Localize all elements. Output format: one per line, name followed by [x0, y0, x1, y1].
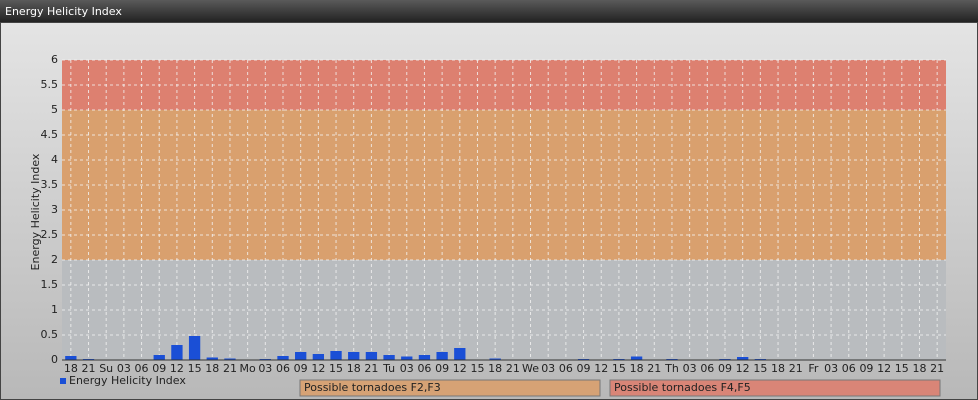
x-tick-label: 03: [824, 362, 838, 375]
band-legend-label: Possible tornadoes F2,F3: [304, 381, 441, 394]
x-tick-label: 12: [594, 362, 608, 375]
y-tick-label: 5.5: [41, 78, 59, 91]
x-tick-label: 21: [647, 362, 661, 375]
bar: [65, 356, 77, 360]
bar: [330, 351, 342, 360]
bar: [365, 352, 378, 360]
y-tick-label: 1.5: [41, 278, 59, 291]
x-tick-label: 21: [506, 362, 520, 375]
y-tick-label: 1: [51, 303, 58, 316]
x-tick-label: 18: [488, 362, 502, 375]
x-tick-label: 06: [135, 362, 149, 375]
y-tick-label: 4.5: [41, 128, 59, 141]
y-tick-label: 2: [51, 253, 58, 266]
x-tick-label: 12: [736, 362, 750, 375]
y-tick-label: 3: [51, 203, 58, 216]
x-tick-label: 15: [470, 362, 484, 375]
y-tick-label: 2.5: [41, 228, 59, 241]
x-tick-label: 09: [152, 362, 166, 375]
bar: [383, 355, 395, 360]
x-tick-label: 18: [347, 362, 361, 375]
bar: [224, 358, 236, 360]
x-tick-label: 18: [912, 362, 926, 375]
x-tick-label: 09: [577, 362, 591, 375]
plot-band: [62, 110, 946, 260]
x-tick-label: 12: [170, 362, 184, 375]
y-tick-label: 0: [51, 353, 58, 366]
bar: [295, 352, 307, 360]
x-tick-label: 15: [895, 362, 909, 375]
x-tick-label: 03: [117, 362, 131, 375]
x-tick-label: 12: [877, 362, 891, 375]
y-axis-label: Energy Helicity Index: [29, 153, 42, 270]
bar: [454, 348, 466, 360]
band-legend-label: Possible tornadoes F4,F5: [614, 381, 751, 394]
x-tick-label: Tu: [382, 362, 395, 375]
bar: [737, 357, 749, 360]
bar: [630, 356, 643, 360]
y-tick-label: 6: [51, 53, 58, 66]
x-tick-label: Th: [664, 362, 679, 375]
band-legend: [299, 379, 601, 397]
x-tick-label: 21: [364, 362, 378, 375]
y-tick-label: 4: [51, 153, 58, 166]
bar: [188, 336, 201, 360]
x-tick-label: 03: [541, 362, 555, 375]
bar: [171, 345, 183, 360]
bar: [348, 352, 360, 360]
y-tick-label: 5: [51, 103, 58, 116]
x-tick-label: 06: [700, 362, 714, 375]
x-tick-label: Su: [99, 362, 113, 375]
x-tick-label: 18: [64, 362, 78, 375]
bar: [312, 354, 325, 360]
x-tick-label: 06: [559, 362, 573, 375]
x-tick-label: 06: [842, 362, 856, 375]
x-tick-label: Fr: [808, 362, 819, 375]
x-tick-label: 15: [612, 362, 626, 375]
x-tick-label: 18: [771, 362, 785, 375]
legend-label: Energy Helicity Index: [69, 374, 186, 387]
legend-swatch: [60, 378, 66, 384]
x-tick-label: 15: [753, 362, 767, 375]
bar: [153, 355, 165, 360]
x-tick-label: 06: [276, 362, 290, 375]
bar: [418, 355, 431, 360]
x-tick-label: 03: [258, 362, 272, 375]
x-tick-label: 21: [82, 362, 96, 375]
x-tick-label: 12: [311, 362, 325, 375]
x-tick-label: 09: [435, 362, 449, 375]
x-tick-label: Mo: [240, 362, 256, 375]
x-tick-label: 03: [683, 362, 697, 375]
x-tick-label: 18: [630, 362, 644, 375]
plot-band: [62, 260, 946, 360]
x-tick-label: 15: [188, 362, 202, 375]
bar: [277, 356, 289, 360]
y-tick-label: 3.5: [41, 178, 59, 191]
x-tick-label: 09: [718, 362, 732, 375]
x-tick-label: 21: [223, 362, 237, 375]
x-tick-label: We: [522, 362, 539, 375]
x-tick-label: 06: [417, 362, 431, 375]
band-legend: [609, 379, 941, 397]
plot-band: [62, 60, 946, 110]
x-tick-label: 21: [789, 362, 803, 375]
x-tick-label: 09: [294, 362, 308, 375]
bar: [206, 357, 218, 360]
x-tick-label: 09: [859, 362, 873, 375]
bar: [436, 352, 448, 360]
x-tick-label: 15: [329, 362, 343, 375]
bar: [489, 358, 501, 360]
bar: [401, 356, 413, 360]
window-title: Energy Helicity Index: [0, 0, 978, 22]
y-tick-label: 0.5: [41, 328, 59, 341]
x-tick-label: 18: [205, 362, 219, 375]
chart: Energy Helicity Index 0 0.5 1 1.5 2 2.5 3 3.5 4 4…: [0, 22, 978, 400]
x-tick-label: 21: [930, 362, 944, 375]
x-tick-label: 12: [453, 362, 467, 375]
x-tick-label: 03: [400, 362, 414, 375]
